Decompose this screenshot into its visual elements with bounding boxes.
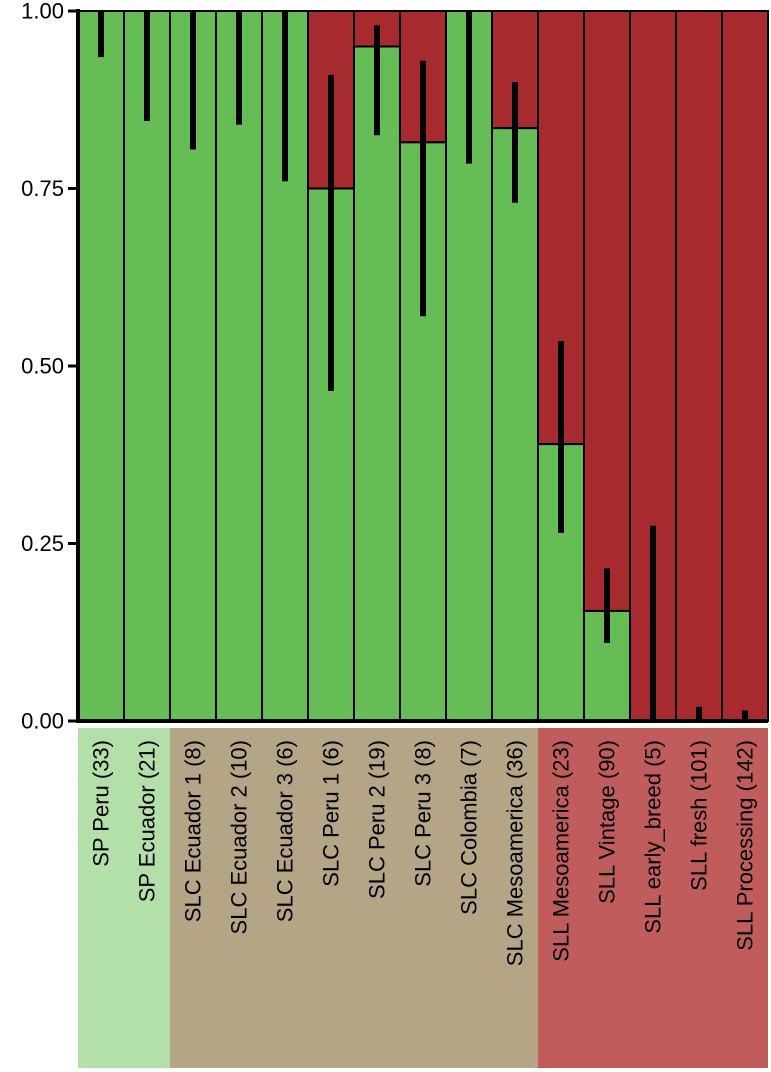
bar-segment-green [77,10,125,722]
bar-segment-red [583,10,631,612]
group-background-sp [78,728,170,1068]
category-label: SLC Peru 3 (8) [411,740,436,887]
bar-layer [77,10,769,723]
category-label: SLL Processing (142) [733,740,758,951]
category-label: SLL early_breed (5) [641,740,666,934]
y-tick-label: 0.00 [21,709,64,734]
y-tick-label: 0.75 [21,176,64,201]
category-label: SLL Vintage (90) [595,740,620,904]
group-background-slc [170,728,538,1068]
category-label: SP Peru (33) [89,740,114,867]
group-background-sll [538,728,768,1068]
category-label: SLC Mesoamerica (36) [503,740,528,966]
category-label: SLC Peru 2 (19) [365,740,390,899]
category-label: SLC Ecuador 2 (10) [227,740,252,934]
category-label-layer: SP Peru (33) SP Ecuador (21) SLC Ecuador 1… [89,740,758,966]
bar-segment-red [721,10,769,722]
bar-segment-green [353,45,401,722]
y-tick-label: 0.25 [21,531,64,556]
category-label: SLC Ecuador 3 (6) [273,740,298,922]
category-label: SLC Colombia (7) [457,740,482,915]
y-tick-label: 0.50 [21,354,64,379]
bar-segment-red [675,10,723,722]
category-label: SLC Ecuador 1 (8) [181,740,206,922]
axis-layer: 0.00 0.25 0.50 0.75 1.00 [21,0,768,734]
category-label: SLL fresh (101) [687,740,712,891]
error-bar-layer [98,11,748,721]
category-label: SP Ecuador (21) [135,740,160,902]
bar-segment-green [491,127,539,722]
category-label: SLC Peru 1 (6) [319,740,344,887]
y-tick-label: 1.00 [21,0,64,24]
category-label: SLL Mesoamerica (23) [549,740,574,962]
group-background-layer [78,728,768,1068]
